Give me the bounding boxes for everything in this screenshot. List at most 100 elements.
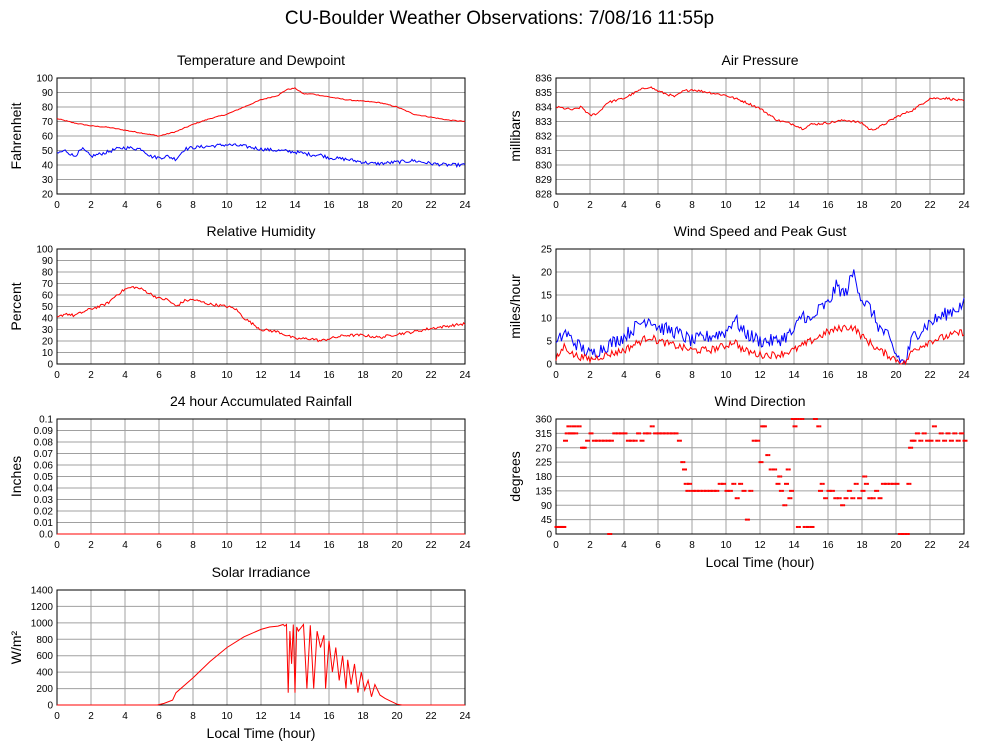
direction-point bbox=[568, 432, 572, 435]
pressure-x-tick-label: 22 bbox=[924, 200, 936, 211]
rainfall-y-axis-label: Inches bbox=[8, 456, 24, 497]
direction-point bbox=[566, 439, 568, 442]
wind-x-tick-label: 20 bbox=[890, 370, 902, 381]
temperature-y-tick-label: 40 bbox=[42, 161, 54, 172]
direction-point bbox=[625, 439, 629, 442]
direction-point bbox=[921, 432, 925, 435]
pressure-x-tick-label: 10 bbox=[720, 200, 732, 211]
direction-plot-frame bbox=[555, 418, 965, 535]
direction-point bbox=[580, 446, 583, 449]
direction-point bbox=[598, 439, 602, 442]
direction-point bbox=[792, 489, 795, 492]
wind-x-tick-label: 24 bbox=[958, 370, 970, 381]
direction-point bbox=[962, 439, 966, 442]
direction-point bbox=[802, 525, 806, 528]
humidity-y-tick-label: 100 bbox=[36, 245, 53, 256]
direction-point bbox=[833, 497, 837, 500]
direction-point bbox=[790, 418, 794, 420]
direction-point bbox=[666, 432, 670, 435]
direction-point bbox=[924, 432, 927, 435]
direction-point bbox=[642, 432, 646, 435]
direction-point bbox=[744, 489, 747, 492]
rainfall-x-tick-label: 0 bbox=[54, 540, 60, 551]
direction-chart-title: Wind Direction bbox=[714, 393, 805, 409]
direction-point bbox=[853, 497, 856, 500]
humidity-series-line-0 bbox=[56, 286, 466, 343]
solar-x-tick-label: 16 bbox=[323, 711, 335, 722]
direction-point bbox=[636, 432, 640, 435]
direction-point bbox=[765, 454, 769, 457]
temperature-plot-frame bbox=[56, 77, 466, 195]
rainfall-y-tick-label: 0.0 bbox=[39, 530, 53, 541]
rainfall-y-tick-label: 0.01 bbox=[34, 518, 54, 529]
direction-point bbox=[588, 439, 591, 442]
direction-point bbox=[934, 425, 937, 428]
direction-x-tick-label: 20 bbox=[890, 540, 902, 551]
rainfall-y-tick-label: 0.02 bbox=[34, 507, 54, 518]
direction-point bbox=[710, 489, 714, 492]
wind-x-tick-label: 16 bbox=[822, 370, 834, 381]
direction-point bbox=[873, 497, 876, 500]
direction-point bbox=[938, 439, 941, 442]
direction-point bbox=[679, 439, 682, 442]
temperature-x-tick-label: 6 bbox=[156, 200, 162, 211]
direction-point bbox=[780, 475, 783, 478]
direction-point bbox=[584, 446, 587, 449]
temperature-x-tick-label: 22 bbox=[425, 200, 437, 211]
solar-y-tick-label: 200 bbox=[36, 684, 53, 695]
direction-point bbox=[642, 439, 645, 442]
solar-x-tick-label: 20 bbox=[391, 711, 403, 722]
temperature-y-tick-label: 20 bbox=[42, 190, 54, 201]
direction-x-tick-label: 24 bbox=[958, 540, 970, 551]
direction-y-tick-label: 45 bbox=[541, 515, 553, 526]
direction-y-tick-label: 270 bbox=[535, 443, 552, 454]
direction-point bbox=[612, 432, 616, 435]
direction-point bbox=[768, 468, 772, 471]
direction-point bbox=[839, 497, 842, 500]
direction-point bbox=[591, 439, 595, 442]
wind-x-tick-label: 22 bbox=[924, 370, 936, 381]
direction-point bbox=[748, 489, 752, 492]
wind-y-tick-label: 0 bbox=[546, 360, 552, 371]
humidity-y-tick-label: 20 bbox=[42, 337, 54, 348]
direction-x-tick-label: 16 bbox=[822, 540, 834, 551]
humidity-y-tick-label: 90 bbox=[42, 256, 54, 267]
direction-point bbox=[685, 489, 689, 492]
direction-point bbox=[857, 497, 861, 500]
direction-x-tick-label: 2 bbox=[587, 540, 593, 551]
direction-point bbox=[775, 468, 778, 471]
direction-point bbox=[787, 482, 789, 485]
humidity-x-tick-label: 24 bbox=[459, 370, 471, 381]
direction-point bbox=[911, 439, 915, 442]
direction-point bbox=[785, 504, 788, 507]
direction-point bbox=[619, 432, 623, 435]
temperature-x-tick-label: 4 bbox=[122, 200, 128, 211]
rainfall-x-tick-label: 20 bbox=[391, 540, 403, 551]
direction-point bbox=[812, 418, 816, 420]
direction-y-tick-label: 90 bbox=[541, 501, 553, 512]
solar-y-tick-label: 1000 bbox=[31, 618, 54, 629]
direction-point bbox=[652, 425, 655, 428]
pressure-chart-title: Air Pressure bbox=[721, 52, 798, 68]
humidity-y-tick-label: 40 bbox=[42, 314, 54, 325]
direction-point bbox=[632, 439, 636, 442]
direction-point bbox=[608, 439, 612, 442]
direction-point bbox=[772, 468, 776, 471]
pressure-y-tick-label: 836 bbox=[535, 74, 552, 85]
direction-point bbox=[928, 439, 932, 442]
rainfall-y-tick-label: 0.07 bbox=[34, 449, 54, 460]
direction-y-tick-label: 360 bbox=[535, 415, 552, 426]
direction-point bbox=[884, 482, 888, 485]
direction-point bbox=[948, 432, 951, 435]
solar-x-axis-label: Local Time (hour) bbox=[207, 725, 316, 741]
temperature-chart-title: Temperature and Dewpoint bbox=[177, 52, 345, 68]
direction-point bbox=[646, 432, 650, 435]
direction-point bbox=[931, 425, 935, 428]
direction-point bbox=[611, 439, 614, 442]
direction-point bbox=[951, 439, 954, 442]
direction-point bbox=[819, 482, 823, 485]
direction-point bbox=[782, 504, 786, 507]
direction-y-tick-label: 135 bbox=[535, 486, 552, 497]
rainfall-x-tick-label: 8 bbox=[190, 540, 196, 551]
direction-point bbox=[571, 425, 575, 428]
